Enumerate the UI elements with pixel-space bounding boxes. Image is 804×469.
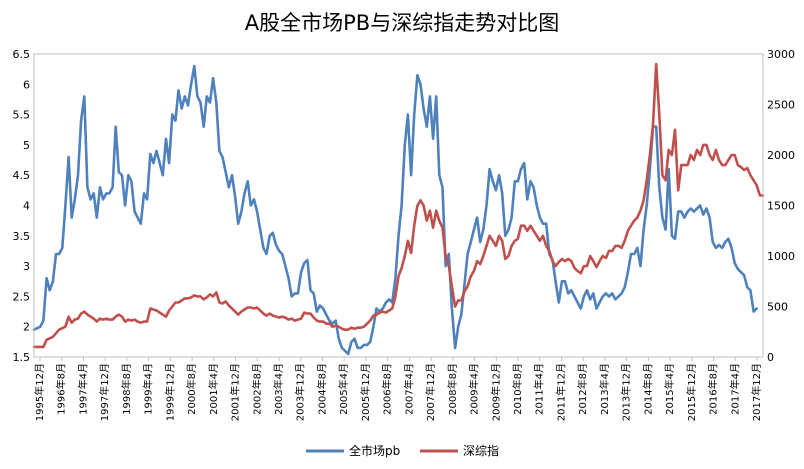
series-line-szzs <box>32 62 765 349</box>
x-tick-label: 2017年4月 <box>728 363 741 415</box>
x-tick-label: 2005年12月 <box>359 363 372 421</box>
y-right-tick-label: 2000 <box>767 149 795 162</box>
y-left-tick-label: 2.5 <box>13 290 31 303</box>
x-tick-label: 2007年12月 <box>424 363 437 421</box>
legend-label: 深综指 <box>463 443 499 458</box>
legend: 全市场pb 深综指 <box>306 443 499 458</box>
x-tick-label: 2004年8月 <box>315 363 328 415</box>
x-tick-label: 2012年8月 <box>576 363 589 415</box>
x-tick-label: 2015年12月 <box>685 363 698 421</box>
y-right-tick-label: 3000 <box>767 48 795 61</box>
x-tick-label: 2017年12月 <box>750 363 763 421</box>
y-left-tick-label: 2 <box>23 321 30 334</box>
x-tick-label: 1997年4月 <box>76 363 89 415</box>
y-left-tick-label: 6.5 <box>13 48 31 61</box>
chart-title: A股全市场PB与深综指走势对比图 <box>245 11 559 35</box>
x-tick-label: 2013年12月 <box>620 363 633 421</box>
x-tick-label: 1997年12月 <box>98 363 111 421</box>
x-tick-label: 2010年8月 <box>511 363 524 415</box>
x-tick-label: 2013年4月 <box>598 363 611 415</box>
y-right-tick-label: 0 <box>767 351 774 364</box>
y-left-tick-label: 3 <box>23 260 30 273</box>
x-tick-label: 2009年4月 <box>468 363 481 415</box>
y-left-tick-label: 4 <box>23 200 30 213</box>
y-left-tick-label: 5.5 <box>13 109 31 122</box>
y-right-tick-label: 500 <box>767 301 788 314</box>
x-tick-label: 2016年8月 <box>707 363 720 415</box>
x-tick-label: 2000年8月 <box>185 363 198 415</box>
x-tick-label: 2011年12月 <box>554 363 567 421</box>
legend-label: 全市场pb <box>349 443 400 458</box>
y-right-tick-label: 1500 <box>767 200 795 213</box>
y-left-tick-label: 6 <box>23 78 30 91</box>
x-tick-label: 2001年4月 <box>207 363 220 415</box>
series-line-pb <box>32 64 759 356</box>
x-tick-label: 2015年4月 <box>663 363 676 415</box>
x-tick-label: 2014年8月 <box>641 363 654 415</box>
y-right-tick-label: 1000 <box>767 250 795 263</box>
plot-border <box>33 53 764 358</box>
y-right-tick-label: 2500 <box>767 99 795 112</box>
y-left-tick-label: 4.5 <box>13 169 31 182</box>
x-tick-label: 2011年4月 <box>533 363 546 415</box>
x-tick-label: 2003年4月 <box>272 363 285 415</box>
x-tick-label: 1999年4月 <box>142 363 155 415</box>
y-left-tick-label: 5 <box>23 139 30 152</box>
x-tick-label: 2002年8月 <box>250 363 263 415</box>
x-tick-label: 2005年4月 <box>337 363 350 415</box>
x-tick-label: 1999年12月 <box>163 363 176 421</box>
x-tick-label: 1998年8月 <box>120 363 133 415</box>
x-tick-label: 1995年12月 <box>33 363 46 421</box>
x-tick-label: 2007年4月 <box>402 363 415 415</box>
x-tick-label: 2009年12月 <box>489 363 502 421</box>
x-tick-label: 2001年12月 <box>229 363 242 421</box>
y-left-tick-label: 3.5 <box>13 230 31 243</box>
axes: 1.5 2 2.5 3 3.5 4 4.5 5 5.5 6 6.5 0 500 1000 1500 2000 2… <box>13 48 796 421</box>
x-tick-label: 2006年8月 <box>381 363 394 415</box>
plot-area <box>32 62 765 356</box>
y-left-tick-label: 1.5 <box>13 351 31 364</box>
x-tick-label: 2008年8月 <box>446 363 459 415</box>
x-tick-label: 1996年8月 <box>55 363 68 415</box>
x-tick-label: 2003年12月 <box>294 363 307 421</box>
